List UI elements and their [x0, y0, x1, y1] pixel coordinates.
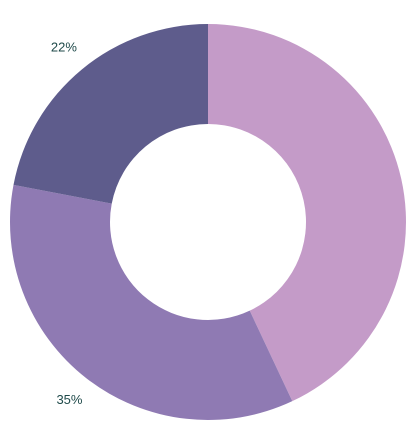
donut-slice: [9, 184, 293, 420]
donut-slice: [208, 24, 406, 402]
donut-slice: [13, 24, 208, 204]
data-label: 22%: [51, 39, 77, 54]
data-label: 35%: [56, 392, 82, 407]
